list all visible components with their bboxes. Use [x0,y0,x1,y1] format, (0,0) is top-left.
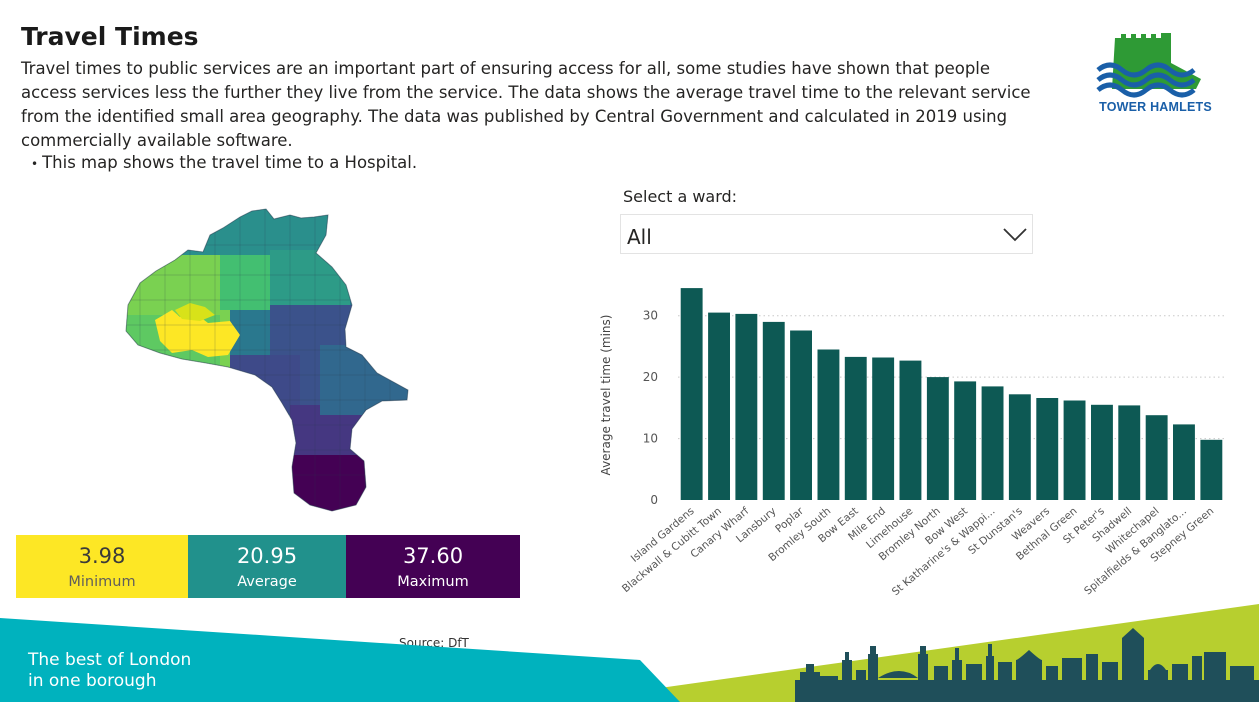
bar-6[interactable] [844,356,867,500]
kpi-maximum-value: 37.60 [402,544,464,568]
bar-5[interactable] [817,349,840,501]
kpi-minimum: 3.98 Minimum [16,535,188,598]
bar-3[interactable] [762,321,785,500]
map-description-text: This map shows the travel time to a Hosp… [42,153,418,172]
kpi-average-label: Average [237,574,297,590]
logo-text: TOWER HAMLETS [1099,100,1212,114]
bar-8[interactable] [899,360,922,500]
footer-tagline: The best of London in one borough [28,650,191,692]
map-description: • This map shows the travel time to a Hos… [31,153,417,172]
footer-lime-band [560,604,1259,702]
map-regions [126,209,408,511]
tower-hamlets-logo: TOWER HAMLETS [1093,30,1223,120]
borough-outline [125,208,409,512]
tagline-line-2: in one borough [28,671,157,691]
page-title: Travel Times [21,22,199,51]
bar-0[interactable] [680,288,703,500]
bar-19[interactable] [1200,439,1223,500]
bar-13[interactable] [1036,398,1059,500]
y-tick-label: 0 [650,493,658,507]
y-axis-title: Average travel time (mins) [599,315,613,476]
intro-text: Travel times to public services are an i… [21,59,1031,150]
chart-bars [680,288,1223,501]
bar-12[interactable] [1008,394,1031,500]
bar-9[interactable] [926,377,949,500]
footer-banner [0,604,1259,702]
kpi-average: 20.95 Average [188,535,346,598]
kpi-minimum-value: 3.98 [78,544,126,568]
bar-10[interactable] [954,381,977,500]
tagline-line-1: The best of London [28,650,192,670]
london-skyline-icon [795,628,1259,702]
footer-teal-band [0,618,680,702]
bar-18[interactable] [1173,424,1195,500]
chevron-down-icon[interactable] [1002,223,1028,245]
y-axis-ticks: 0 10 20 30 [643,309,658,507]
kpi-average-value: 20.95 [236,544,298,568]
bar-1[interactable] [708,312,730,500]
y-tick-label: 10 [643,432,658,446]
bar-16[interactable] [1118,405,1141,500]
bar-4[interactable] [790,330,812,501]
bar-11[interactable] [981,386,1004,500]
travel-time-map[interactable] [120,205,420,515]
chart-gridlines [678,315,1225,440]
ward-slicer-label: Select a ward: [623,187,738,206]
bar-14[interactable] [1063,400,1086,501]
bar-17[interactable] [1145,415,1168,500]
bar-15[interactable] [1091,404,1113,500]
y-tick-label: 20 [643,370,658,384]
kpi-maximum: 37.60 Maximum [346,535,520,598]
ward-dropdown[interactable]: All [620,214,1033,254]
ward-dropdown-value: All [627,225,652,249]
kpi-minimum-label: Minimum [68,574,136,590]
kpi-maximum-label: Maximum [397,574,469,590]
tower-hamlets-emblem-icon [1096,33,1201,98]
y-tick-label: 30 [643,309,658,323]
bullet-icon: • [31,157,39,171]
bar-2[interactable] [735,313,758,500]
bar-7[interactable] [872,357,895,501]
